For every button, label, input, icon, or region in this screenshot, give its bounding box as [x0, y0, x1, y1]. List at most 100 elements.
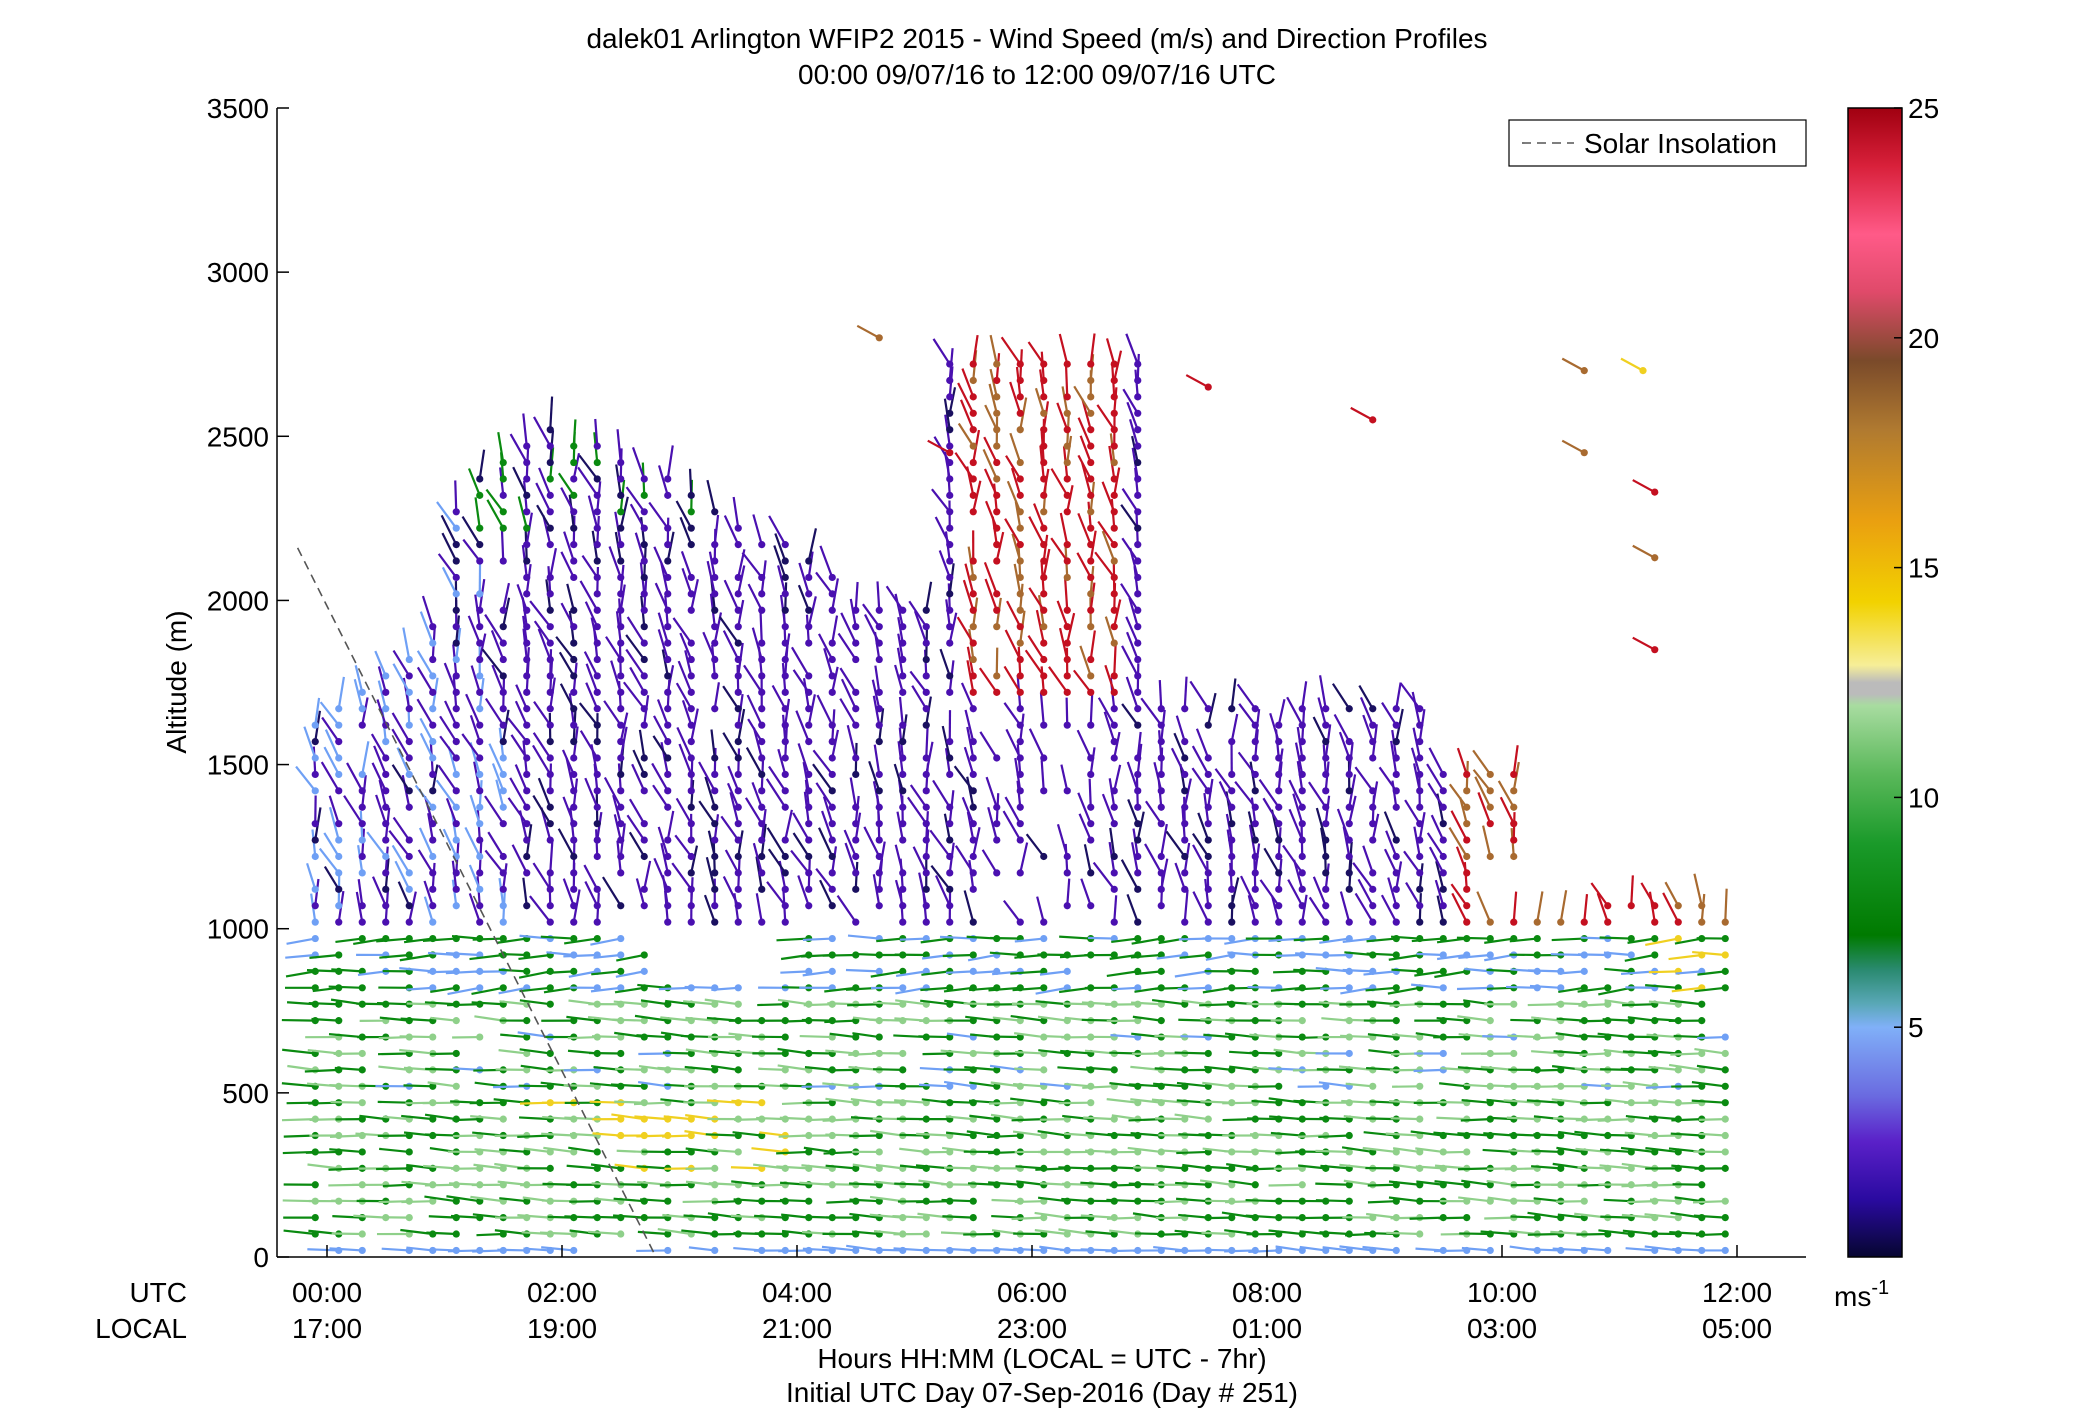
- wind-barb-dot: [946, 393, 954, 401]
- wind-barb-dot: [1016, 836, 1024, 844]
- wind-barb-dot: [734, 524, 742, 532]
- wind-barb-dot: [382, 869, 390, 877]
- wind-barb-dot: [922, 803, 930, 811]
- wind-barb-shaft: [636, 1165, 668, 1170]
- wind-barb-shaft: [1645, 937, 1679, 947]
- wind-barb-shaft: [1089, 693, 1094, 726]
- wind-barb-dot: [687, 705, 695, 713]
- wind-barb-shaft: [1486, 1179, 1514, 1186]
- wind-barb-shaft: [1476, 891, 1492, 923]
- wind-barb-shaft: [1189, 680, 1210, 710]
- wind-barb-dot: [1204, 705, 1212, 713]
- wind-barb-shaft: [1342, 968, 1373, 973]
- wind-barb-dot: [969, 737, 977, 746]
- wind-barb-shaft: [804, 1051, 833, 1055]
- wind-barb-shaft: [957, 422, 975, 447]
- wind-barb-shaft: [583, 864, 599, 890]
- wind-barb-shaft: [494, 1229, 527, 1236]
- wind-barb-dot: [593, 820, 601, 828]
- wind-barb-shaft: [1387, 877, 1398, 907]
- wind-barb-dot: [1110, 721, 1118, 729]
- wind-barb-shaft: [653, 546, 669, 578]
- wind-barb-shaft: [376, 1001, 410, 1006]
- wind-barb-shaft: [773, 545, 787, 578]
- wind-barb-dot: [1204, 852, 1212, 861]
- wind-barb-shaft: [439, 735, 458, 759]
- wind-barb-dot: [711, 902, 719, 910]
- wind-barb-shaft: [636, 1034, 668, 1039]
- wind-barb-dot: [523, 836, 531, 844]
- wind-barb-dot: [711, 770, 719, 779]
- wind-barb-shaft: [1006, 600, 1022, 628]
- wind-barb-shaft: [578, 454, 599, 480]
- wind-barb-dot: [1087, 557, 1095, 565]
- wind-barb-dot: [570, 557, 578, 565]
- wind-barb-shaft: [629, 503, 646, 529]
- wind-barb-dot: [875, 902, 883, 910]
- wind-barb-shaft: [957, 382, 975, 414]
- wind-barb-dot: [1157, 820, 1165, 828]
- wind-barb-dot: [452, 967, 460, 975]
- wind-barb-dot: [1322, 705, 1330, 713]
- wind-barb-dot: [687, 639, 695, 647]
- wind-barb-dot: [922, 705, 930, 713]
- wind-barb-shaft: [1583, 894, 1589, 923]
- wind-barb-shaft: [1065, 697, 1069, 726]
- wind-barb-dot: [1228, 885, 1236, 893]
- wind-barb-shaft: [1557, 1213, 1585, 1219]
- wind-barb-dot: [523, 869, 531, 877]
- wind-barb-dot: [640, 541, 648, 549]
- wind-barb-shaft: [968, 1099, 997, 1104]
- wind-barb-dot: [1040, 458, 1048, 467]
- wind-barb-shaft: [1111, 1114, 1138, 1121]
- wind-barb-dot: [1721, 1033, 1729, 1041]
- wind-barb-shaft: [1647, 1050, 1679, 1055]
- wind-barb-shaft: [1553, 1117, 1585, 1121]
- wind-barb-shaft: [1339, 891, 1351, 923]
- wind-barb-shaft: [1354, 766, 1374, 792]
- wind-barb-shaft: [533, 700, 552, 726]
- wind-barb-dot: [758, 754, 766, 762]
- wind-barb-shaft: [876, 1100, 903, 1104]
- wind-barb-shaft: [399, 953, 433, 962]
- wind-barb-shaft: [1010, 1014, 1044, 1022]
- wind-barb-shaft: [1136, 811, 1145, 841]
- wind-barb-dot: [476, 606, 484, 614]
- wind-barb-dot: [828, 869, 836, 877]
- wind-barb-dot: [1040, 1066, 1048, 1074]
- wind-barb-dot: [1063, 655, 1071, 664]
- wind-barb-dot: [1134, 360, 1142, 368]
- wind-barb-dot: [311, 754, 319, 762]
- wind-barb-dot: [523, 688, 531, 696]
- wind-barb-dot: [805, 590, 813, 598]
- wind-barb-dot: [758, 787, 766, 795]
- wind-barb-shaft: [992, 1016, 1021, 1022]
- wind-barb-dot: [429, 820, 437, 828]
- wind-barb-dot: [1721, 1049, 1729, 1058]
- wind-barb-dot: [640, 639, 648, 647]
- wind-barb-shaft: [616, 429, 622, 463]
- wind-barb-dot: [828, 836, 836, 844]
- wind-barb-shaft: [452, 1118, 480, 1122]
- wind-barb-dot: [664, 754, 672, 762]
- wind-barb-dot: [852, 836, 860, 844]
- wind-barb-shaft: [747, 718, 763, 743]
- wind-barb-shaft: [932, 338, 951, 365]
- wind-barb-shaft: [1202, 1081, 1232, 1088]
- wind-barb-dot: [828, 902, 836, 910]
- wind-barb-shaft: [1019, 842, 1029, 874]
- wind-barb-dot: [852, 918, 860, 926]
- wind-barb-dot: [946, 836, 954, 844]
- wind-barb-shaft: [963, 746, 975, 775]
- wind-barb-shaft: [1039, 1082, 1068, 1088]
- wind-barb-shaft: [854, 581, 859, 611]
- wind-barb-dot: [1063, 623, 1071, 631]
- wind-barb-dot: [781, 557, 789, 565]
- wind-barb-dot: [1392, 1017, 1400, 1025]
- wind-barb-dot: [1439, 803, 1447, 811]
- wind-barb-shaft: [1474, 776, 1492, 808]
- wind-barb-shaft: [616, 953, 645, 962]
- wind-barb-shaft: [533, 416, 552, 447]
- wind-barb-dot: [711, 623, 719, 631]
- wind-barb-shaft: [424, 1183, 457, 1187]
